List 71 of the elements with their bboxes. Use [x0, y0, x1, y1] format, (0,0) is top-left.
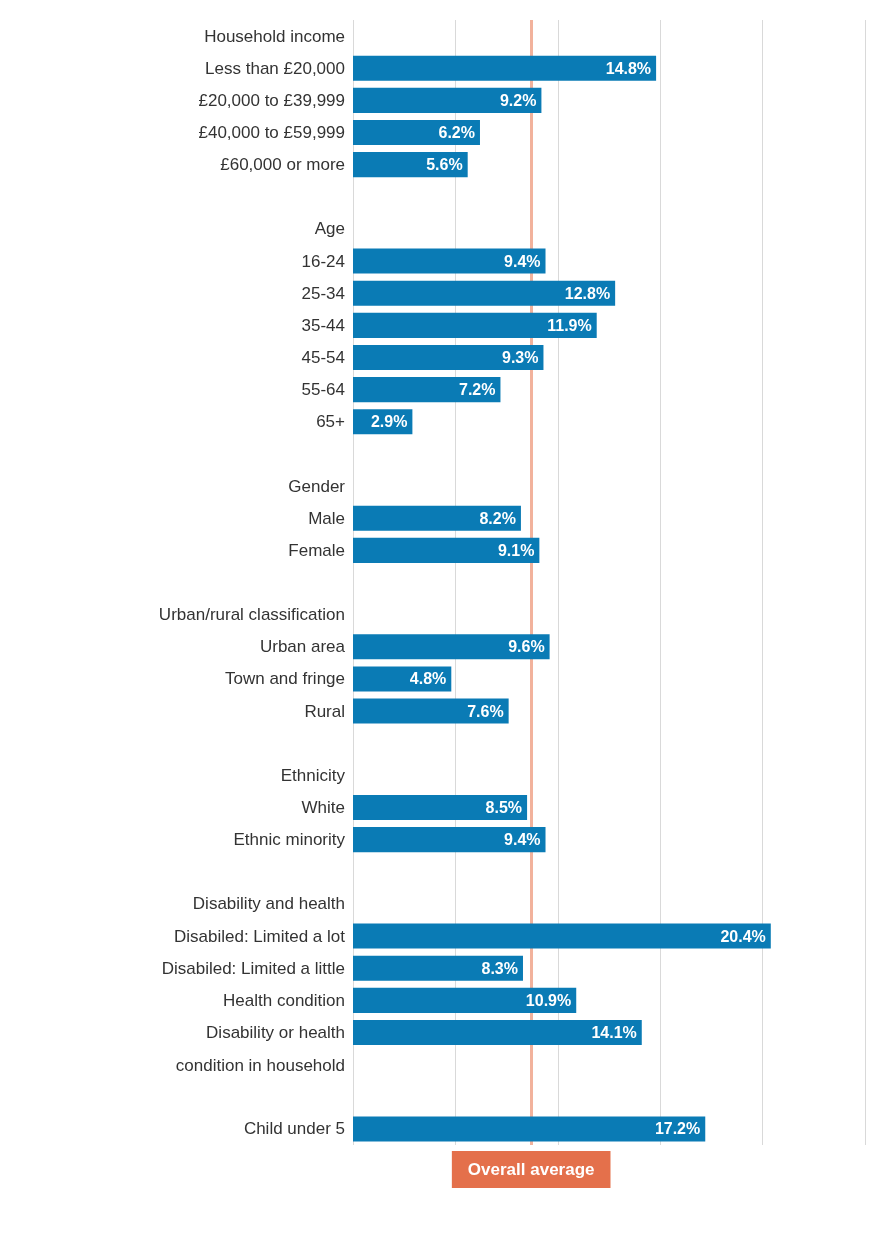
- y-tick-label: Disability or health condition in household: [175, 1023, 345, 1075]
- y-tick-label: White: [301, 798, 345, 817]
- y-tick-label: Rural: [304, 701, 345, 721]
- data-label: 17.2%: [654, 1120, 701, 1138]
- data-label: 11.9%: [547, 316, 592, 334]
- y-tick-label: Urban/rural classification: [158, 605, 345, 625]
- y-tick-label: Gender: [288, 476, 346, 496]
- y-tick-label: Age: [314, 219, 345, 239]
- bar: [353, 248, 546, 274]
- data-label: 10.9%: [525, 991, 572, 1009]
- y-tick-label: Health condition: [223, 990, 345, 1010]
- y-tick-label: 35-44: [301, 315, 345, 335]
- data-label: 5.6%: [426, 156, 463, 174]
- y-tick-label: Disabiled: Limited a little: [161, 958, 345, 978]
- bar: [353, 377, 501, 403]
- data-label: 7.6%: [467, 702, 504, 720]
- y-tick-label: 55-64: [301, 380, 345, 400]
- y-tick-label: Disabiled: Limited a lot: [173, 926, 346, 946]
- y-tick-label: £40,000 to £59,999: [198, 123, 345, 142]
- y-tick-label: 65+: [316, 412, 346, 432]
- bar: [353, 955, 523, 981]
- y-tick-label: Disability and health: [192, 894, 345, 914]
- bar: [353, 987, 577, 1013]
- data-label: 8.5%: [485, 799, 523, 816]
- bar: [353, 794, 528, 821]
- y-tick-label: Ethnicity: [280, 765, 346, 785]
- bar: [353, 152, 468, 178]
- y-tick-label: Urban area: [259, 637, 346, 657]
- bar: [353, 55, 657, 81]
- bar: [353, 344, 544, 371]
- data-label: 9.3%: [502, 349, 539, 366]
- data-label: 9.2%: [499, 91, 537, 109]
- bar: [353, 280, 616, 306]
- data-label: 20.4%: [720, 927, 766, 945]
- bar: [353, 119, 480, 146]
- y-tick-label: £60,000 or more: [220, 155, 345, 175]
- data-label: 7.2%: [458, 381, 496, 399]
- y-tick-label: Female: [288, 540, 345, 560]
- data-label: 14.1%: [591, 1024, 637, 1041]
- bar: [353, 87, 542, 113]
- data-label: 14.8%: [605, 59, 652, 77]
- bar: [353, 312, 597, 338]
- ref-line-label: Overall average: [467, 1160, 595, 1179]
- data-label: 9.6%: [508, 638, 545, 656]
- bar: [353, 698, 509, 724]
- y-tick-label: 16-24: [301, 251, 345, 271]
- bar: [353, 1116, 706, 1142]
- y-tick-label: Ethnic minority: [233, 830, 346, 850]
- y-tick-label: Town and fringe: [224, 669, 345, 689]
- bar: [353, 1019, 642, 1046]
- bar: [353, 827, 546, 853]
- bar: [353, 505, 521, 531]
- y-tick-label: 25-34: [301, 283, 345, 303]
- data-label: 9.4%: [504, 252, 541, 270]
- data-label: 9.4%: [504, 831, 541, 849]
- y-tick-label: Male: [308, 508, 345, 528]
- data-label: 6.2%: [438, 124, 475, 141]
- data-label: 9.1%: [497, 541, 535, 559]
- data-label: 2.9%: [370, 413, 408, 431]
- y-tick-label: £20,000 to £39,999: [198, 90, 345, 110]
- bar: [353, 923, 771, 949]
- bar: [353, 537, 540, 563]
- y-tick-label: 45-54: [301, 348, 345, 367]
- data-label: 12.8%: [564, 284, 611, 302]
- y-tick-label: Less than £20,000: [205, 58, 345, 78]
- data-label: 4.8%: [409, 670, 447, 688]
- data-label: 8.3%: [481, 959, 518, 977]
- y-tick-label: Child under 5: [243, 1119, 345, 1139]
- data-label: 8.2%: [479, 509, 516, 527]
- y-tick-label: Household income: [204, 26, 345, 46]
- bar: [353, 634, 550, 660]
